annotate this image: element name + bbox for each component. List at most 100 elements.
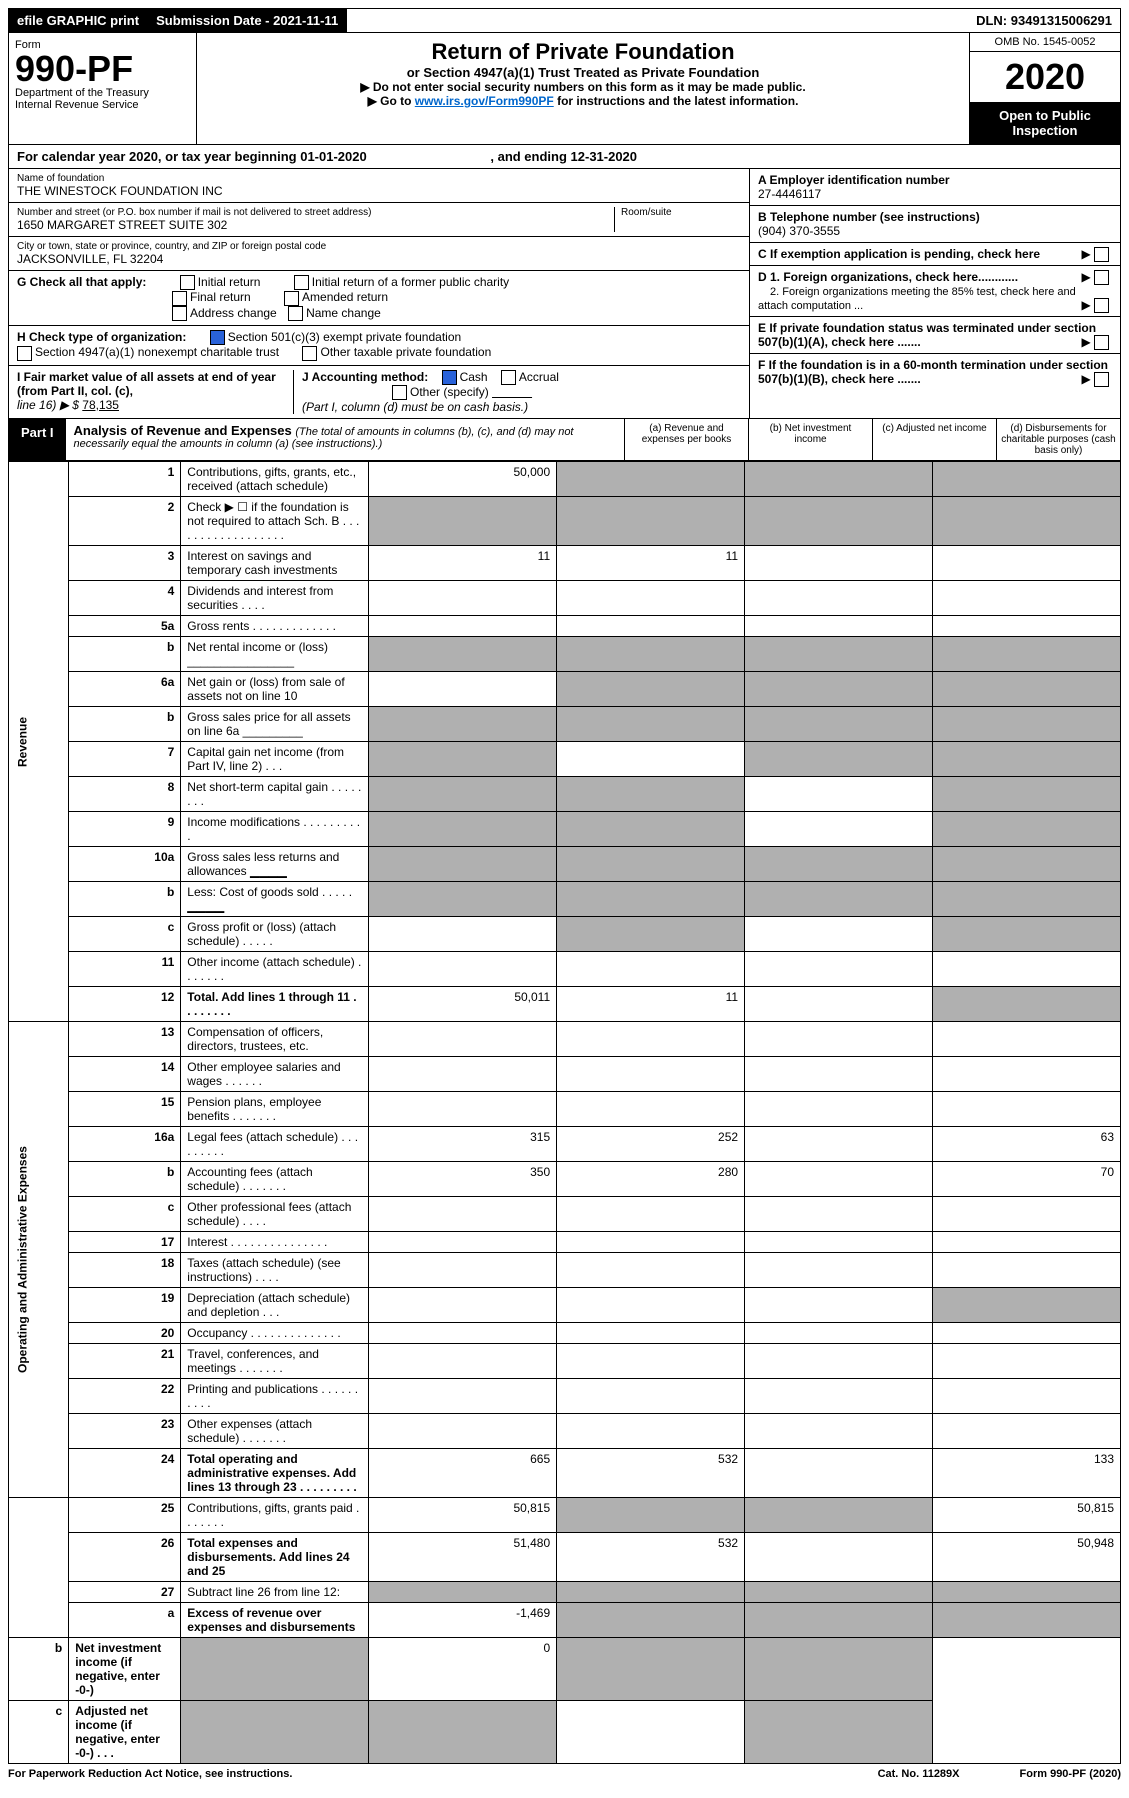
amount-cell: 50,948 — [932, 1533, 1120, 1582]
amount-cell — [932, 1414, 1120, 1449]
amount-cell: 63 — [932, 1127, 1120, 1162]
initial-return-check[interactable] — [180, 275, 195, 290]
amount-cell — [369, 1022, 557, 1057]
table-row: 15Pension plans, employee benefits . . .… — [9, 1092, 1121, 1127]
line-num: 25 — [69, 1498, 181, 1533]
omb: OMB No. 1545-0052 — [970, 33, 1120, 52]
amount-cell: 50,000 — [369, 462, 557, 497]
amount-cell — [745, 1414, 933, 1449]
amount-cell — [932, 1379, 1120, 1414]
line-desc: Excess of revenue over expenses and disb… — [181, 1603, 369, 1638]
amount-cell — [745, 497, 933, 546]
e-check[interactable] — [1094, 335, 1109, 350]
name-change-check[interactable] — [288, 306, 303, 321]
line-desc: Depreciation (attach schedule) and deple… — [181, 1288, 369, 1323]
other-method-check[interactable] — [392, 385, 407, 400]
line-desc: Legal fees (attach schedule) . . . . . .… — [181, 1127, 369, 1162]
table-row: 6aNet gain or (loss) from sale of assets… — [9, 672, 1121, 707]
part1-header: Part I Analysis of Revenue and Expenses … — [8, 419, 1121, 461]
amount-cell — [745, 546, 933, 581]
table-row: 16aLegal fees (attach schedule) . . . . … — [9, 1127, 1121, 1162]
amount-cell — [557, 462, 745, 497]
accrual-check[interactable] — [501, 370, 516, 385]
amount-cell: 50,815 — [369, 1498, 557, 1533]
d1-check[interactable] — [1094, 270, 1109, 285]
line-desc: Income modifications . . . . . . . . . . — [181, 812, 369, 847]
amount-cell: 315 — [369, 1127, 557, 1162]
amount-cell — [932, 497, 1120, 546]
table-row: 20Occupancy . . . . . . . . . . . . . . — [9, 1323, 1121, 1344]
amount-cell — [557, 707, 745, 742]
amount-cell — [745, 1533, 933, 1582]
cash-check[interactable] — [442, 370, 457, 385]
table-row: 9Income modifications . . . . . . . . . … — [9, 812, 1121, 847]
table-row: 22Printing and publications . . . . . . … — [9, 1379, 1121, 1414]
line-desc: Less: Cost of goods sold . . . . . ▁▁▁▁ — [181, 882, 369, 917]
line-desc: Occupancy . . . . . . . . . . . . . . — [181, 1323, 369, 1344]
foundation-name: Name of foundation THE WINESTOCK FOUNDAT… — [9, 169, 749, 203]
c-check[interactable] — [1094, 247, 1109, 262]
initial-return-former-check[interactable] — [294, 275, 309, 290]
amount-cell — [557, 1379, 745, 1414]
line-desc: Taxes (attach schedule) (see instruction… — [181, 1253, 369, 1288]
501c3-check[interactable] — [210, 330, 225, 345]
item-d: D 1. Foreign organizations, check here..… — [750, 266, 1120, 317]
amount-cell — [369, 777, 557, 812]
line-desc: Subtract line 26 from line 12: — [181, 1582, 369, 1603]
amount-cell — [745, 1232, 933, 1253]
amount-cell — [932, 812, 1120, 847]
line-desc: Capital gain net income (from Part IV, l… — [181, 742, 369, 777]
amount-cell — [369, 1323, 557, 1344]
irs-link[interactable]: www.irs.gov/Form990PF — [415, 94, 554, 108]
line-desc: Total expenses and disbursements. Add li… — [181, 1533, 369, 1582]
ij-row: I Fair market value of all assets at end… — [9, 366, 749, 419]
amount-cell — [745, 707, 933, 742]
item-f: F If the foundation is in a 60-month ter… — [750, 354, 1120, 390]
amount-cell — [745, 917, 933, 952]
header-mid: Return of Private Foundation or Section … — [197, 33, 969, 144]
part1-table: Revenue1Contributions, gifts, grants, et… — [8, 461, 1121, 1764]
table-row: cOther professional fees (attach schedul… — [9, 1197, 1121, 1232]
amount-cell — [369, 917, 557, 952]
d2-check[interactable] — [1094, 298, 1109, 313]
table-row: 8Net short-term capital gain . . . . . .… — [9, 777, 1121, 812]
col-c: (c) Adjusted net income — [872, 419, 996, 460]
amount-cell: 50,815 — [932, 1498, 1120, 1533]
amount-cell — [745, 742, 933, 777]
amount-cell — [557, 1498, 745, 1533]
line-desc: Travel, conferences, and meetings . . . … — [181, 1344, 369, 1379]
amount-cell — [557, 1701, 745, 1764]
f-check[interactable] — [1094, 372, 1109, 387]
amount-cell — [369, 581, 557, 616]
amount-cell — [557, 1414, 745, 1449]
line-num: 1 — [69, 462, 181, 497]
amount-cell — [369, 1582, 557, 1603]
amount-cell — [369, 812, 557, 847]
calendar-year: For calendar year 2020, or tax year begi… — [8, 145, 1121, 169]
line-desc: Gross sales less returns and allowances … — [181, 847, 369, 882]
amount-cell — [932, 462, 1120, 497]
dept: Department of the Treasury — [15, 87, 190, 99]
line-num: 12 — [69, 987, 181, 1022]
4947-check[interactable] — [17, 346, 32, 361]
amount-cell — [369, 742, 557, 777]
amended-return-check[interactable] — [284, 291, 299, 306]
other-taxable-check[interactable] — [302, 346, 317, 361]
header-right: OMB No. 1545-0052 2020 Open to Public In… — [969, 33, 1120, 144]
line-desc: Compensation of officers, directors, tru… — [181, 1022, 369, 1057]
amount-cell: -1,469 — [369, 1603, 557, 1638]
amount-cell — [557, 1582, 745, 1603]
line-num: 5a — [69, 616, 181, 637]
amount-cell — [745, 1253, 933, 1288]
line-desc: Net investment income (if negative, ente… — [69, 1638, 181, 1701]
address-change-check[interactable] — [172, 306, 187, 321]
final-return-check[interactable] — [172, 291, 187, 306]
efile-btn[interactable]: efile GRAPHIC print — [9, 9, 148, 32]
amount-cell — [557, 1323, 745, 1344]
table-row: bAccounting fees (attach schedule) . . .… — [9, 1162, 1121, 1197]
line-num: 20 — [69, 1323, 181, 1344]
amount-cell — [369, 707, 557, 742]
amount-cell: 350 — [369, 1162, 557, 1197]
amount-cell — [369, 1344, 557, 1379]
amount-cell — [745, 777, 933, 812]
